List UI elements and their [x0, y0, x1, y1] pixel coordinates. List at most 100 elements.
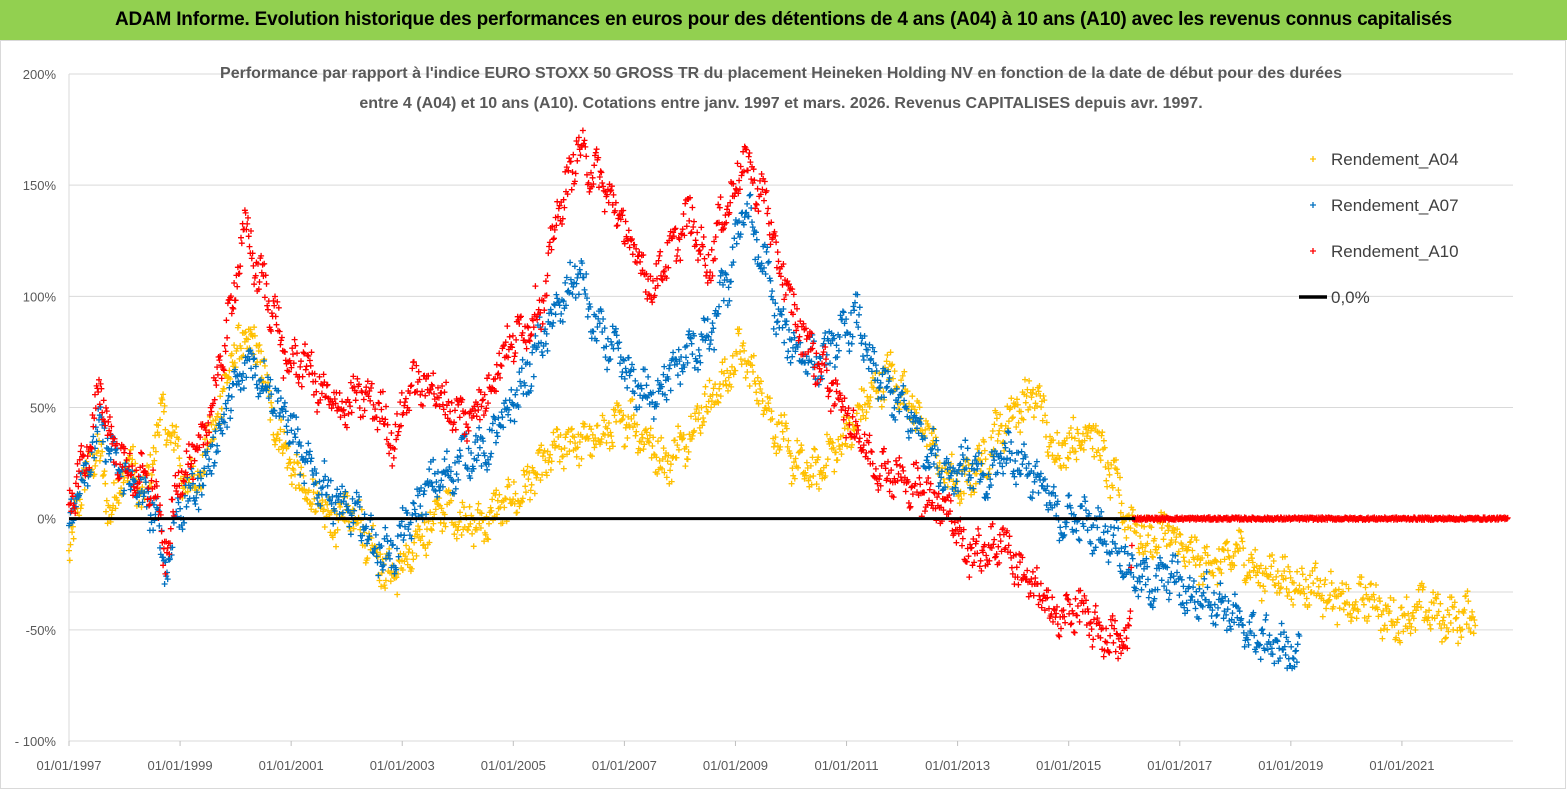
data-point — [529, 464, 536, 471]
data-point — [1100, 529, 1107, 536]
data-point — [849, 413, 856, 420]
data-point — [1102, 464, 1109, 470]
data-point — [376, 577, 383, 584]
data-point — [690, 224, 697, 230]
data-point — [734, 160, 741, 167]
data-point — [528, 383, 535, 390]
data-point — [1257, 582, 1264, 589]
data-point — [643, 382, 650, 389]
data-point — [516, 503, 523, 510]
data-point — [773, 319, 780, 326]
data-point — [1063, 435, 1070, 442]
data-point — [655, 438, 661, 445]
data-point — [465, 527, 471, 534]
data-point — [1084, 527, 1091, 534]
data-point — [261, 362, 268, 369]
data-point — [685, 448, 692, 455]
data-point — [1278, 572, 1285, 579]
data-point — [285, 443, 292, 450]
data-point — [781, 339, 788, 346]
data-point — [1262, 616, 1269, 623]
data-point — [1032, 575, 1039, 581]
data-point — [713, 391, 720, 398]
data-point — [620, 412, 627, 419]
data-point — [613, 223, 620, 229]
data-point — [619, 416, 626, 422]
data-point — [1010, 414, 1016, 421]
data-point — [1223, 627, 1230, 634]
data-point — [1152, 546, 1159, 553]
data-point — [1381, 622, 1388, 629]
data-point — [634, 421, 641, 428]
data-point — [1009, 415, 1016, 422]
data-point — [334, 526, 341, 533]
data-point — [1162, 530, 1169, 537]
data-point — [1029, 568, 1036, 575]
data-point — [1160, 536, 1167, 543]
data-point — [110, 479, 117, 486]
data-point — [321, 506, 327, 513]
data-point — [746, 150, 753, 156]
data-point — [856, 435, 863, 442]
data-point — [510, 496, 517, 503]
data-point — [1145, 576, 1151, 583]
data-point — [787, 359, 794, 366]
data-point — [1175, 548, 1182, 555]
data-point — [1278, 584, 1284, 591]
data-point — [765, 258, 772, 265]
data-point — [1212, 557, 1219, 564]
data-point — [1435, 608, 1442, 615]
data-points — [66, 127, 1511, 672]
data-point — [667, 461, 674, 468]
data-point — [630, 412, 637, 419]
data-point — [1006, 533, 1013, 540]
data-point — [1142, 548, 1148, 555]
data-point — [1181, 558, 1188, 565]
data-point — [229, 304, 236, 311]
data-point — [695, 257, 701, 264]
data-point — [1035, 388, 1042, 395]
data-point — [70, 535, 77, 542]
data-point — [1281, 568, 1288, 575]
data-point — [872, 465, 879, 472]
data-point — [914, 465, 921, 472]
data-point — [1067, 425, 1074, 431]
data-point — [1056, 537, 1063, 544]
data-point — [865, 397, 872, 404]
data-point — [1309, 568, 1316, 574]
data-point — [988, 434, 995, 441]
data-point — [383, 403, 389, 410]
x-tick-label: 01/01/1999 — [148, 758, 213, 773]
data-point — [782, 321, 789, 328]
data-point — [1115, 525, 1122, 532]
data-point — [175, 499, 182, 506]
data-point — [1076, 537, 1083, 544]
data-point — [190, 476, 196, 483]
data-point — [1154, 549, 1160, 556]
data-point — [419, 533, 426, 540]
data-point — [415, 523, 422, 530]
data-point — [643, 429, 650, 436]
data-point — [1062, 440, 1069, 447]
data-point — [638, 431, 645, 438]
data-point — [1204, 584, 1211, 591]
data-point — [1317, 577, 1324, 584]
data-point — [481, 538, 488, 545]
data-point — [170, 508, 177, 515]
data-point — [1173, 534, 1180, 541]
data-point — [1432, 594, 1439, 601]
data-point — [127, 446, 134, 453]
data-point — [615, 402, 622, 409]
data-point — [832, 449, 839, 456]
data-point — [1215, 604, 1221, 611]
data-point — [1469, 608, 1476, 615]
data-point — [318, 390, 325, 397]
data-point — [823, 367, 830, 374]
data-point — [968, 491, 975, 498]
data-point — [959, 452, 966, 458]
data-point — [231, 359, 238, 366]
data-point — [677, 381, 684, 388]
data-point — [827, 360, 833, 367]
data-point — [178, 468, 185, 475]
data-point — [996, 427, 1003, 434]
